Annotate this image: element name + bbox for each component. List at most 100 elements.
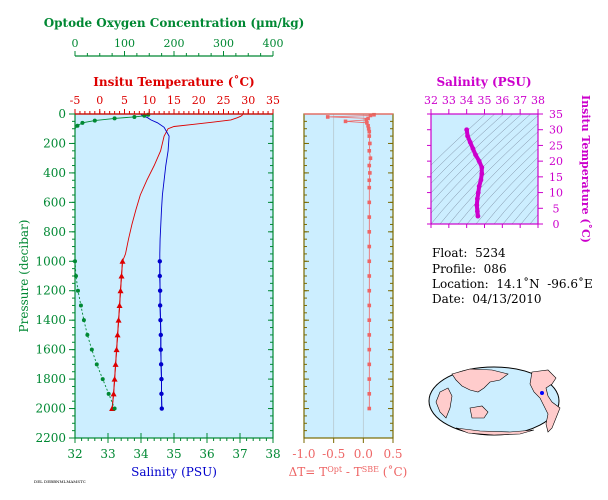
ts-density-contour bbox=[431, 114, 532, 214]
oxygen-tick-label: 200 bbox=[164, 37, 185, 50]
delta-marker bbox=[367, 274, 372, 278]
salinity-marker bbox=[157, 303, 163, 308]
salinity-tick-label: 37 bbox=[232, 447, 247, 461]
pressure-axis-title: Pressure (decibar) bbox=[17, 220, 31, 333]
ts-density-contour bbox=[511, 193, 538, 224]
delta-tick-label: -0.5 bbox=[322, 447, 345, 461]
temperature-marker bbox=[119, 258, 126, 264]
ts-marker bbox=[475, 190, 481, 195]
pressure-tick-label: 2000 bbox=[35, 402, 66, 416]
delta-marker bbox=[367, 178, 372, 183]
temperature-tick-label: 35 bbox=[266, 94, 280, 107]
ts-salinity-tick-label: 36 bbox=[495, 94, 509, 107]
pressure-axis-ticks: 0 200 400 600 800 1000 1200 1400 1600 1800 2000 220… bbox=[35, 107, 273, 445]
temperature-marker bbox=[112, 361, 119, 367]
salinity-tick-label: 38 bbox=[265, 447, 280, 461]
delta-marker bbox=[367, 134, 372, 138]
temperature-axis-title: Insitu Temperature (˚C) bbox=[93, 74, 254, 89]
delta-plot-area bbox=[304, 114, 393, 438]
temperature-tick-label: 5 bbox=[121, 94, 128, 107]
date-value: 04/13/2010 bbox=[472, 292, 542, 306]
pressure-tick-label: 400 bbox=[43, 166, 66, 180]
temperature-tick-label: 30 bbox=[241, 94, 255, 107]
location-label: Location: bbox=[432, 277, 489, 291]
location-value: 14.1˚N -96.6˚E bbox=[496, 277, 593, 291]
delta-marker bbox=[367, 230, 372, 234]
oxygen-tick-label: 300 bbox=[213, 37, 234, 50]
ts-density-contour bbox=[439, 123, 538, 224]
ts-marker bbox=[479, 165, 485, 170]
delta-series bbox=[325, 112, 376, 411]
oxygen-marker bbox=[132, 114, 137, 119]
temperature-marker bbox=[118, 273, 125, 279]
salinity-marker bbox=[158, 362, 164, 367]
salinity-marker bbox=[159, 376, 164, 382]
float-location-marker bbox=[540, 391, 544, 395]
delta-marker bbox=[367, 259, 372, 264]
oxygen-marker bbox=[100, 377, 105, 382]
delta-marker bbox=[367, 347, 372, 352]
info-date: Date: 04/13/2010 bbox=[432, 292, 542, 306]
ts-density-contour bbox=[520, 203, 538, 224]
ts-marker bbox=[473, 152, 478, 158]
delta-marker bbox=[367, 200, 372, 205]
ts-temperature-title: Insitu Temperature (˚C) bbox=[579, 95, 592, 243]
date-label: Date: bbox=[432, 292, 465, 306]
ts-density-contour bbox=[431, 114, 487, 166]
salinity-tick-label: 32 bbox=[67, 447, 82, 461]
ts-marker bbox=[467, 139, 473, 145]
oxygen-marker bbox=[75, 123, 80, 128]
salinity-marker bbox=[158, 317, 163, 323]
map-australia bbox=[469, 405, 489, 419]
salinity-tick-label: 35 bbox=[166, 447, 181, 461]
ts-density-contour bbox=[502, 183, 538, 224]
delta-marker bbox=[367, 333, 372, 337]
delta-marker bbox=[367, 377, 372, 381]
delta-marker bbox=[366, 123, 370, 128]
float-value: 5234 bbox=[475, 246, 506, 260]
temperature-tick-label: 15 bbox=[167, 94, 181, 107]
delta-tick-label: 0.0 bbox=[354, 447, 373, 461]
oxygen-axis-ticks: 0 100 200 300 400 bbox=[72, 37, 284, 56]
delta-marker bbox=[367, 288, 372, 293]
delta-marker bbox=[367, 303, 372, 308]
delta-marker bbox=[367, 318, 372, 322]
ts-density-contour bbox=[475, 156, 538, 224]
temperature-tick-label: 10 bbox=[142, 94, 156, 107]
delta-tick-label: 0.5 bbox=[383, 447, 402, 461]
delta-marker bbox=[372, 112, 376, 117]
oxygen-marker bbox=[85, 332, 90, 337]
ts-temperature-tick-label: 5 bbox=[553, 202, 560, 215]
ts-temperature-tick-label: 20 bbox=[549, 155, 563, 168]
map-eurasia bbox=[451, 368, 509, 393]
profile-label: Profile: bbox=[432, 262, 477, 276]
temperature-marker bbox=[113, 346, 120, 353]
temperature-tick-label: 0 bbox=[96, 94, 103, 107]
ts-salinity-tick-label: 33 bbox=[442, 94, 456, 107]
oxygen-marker bbox=[78, 303, 83, 308]
delta-marker bbox=[367, 129, 372, 134]
ts-density-contour bbox=[448, 131, 538, 224]
temperature-marker bbox=[110, 390, 117, 397]
pressure-tick-label: 2200 bbox=[35, 431, 66, 445]
oxygen-deep-line bbox=[74, 261, 116, 409]
delta-marker bbox=[367, 392, 372, 396]
temperature-tick-label: -5 bbox=[70, 94, 81, 107]
salinity-marker bbox=[157, 259, 163, 264]
delta-tick-label: -1.0 bbox=[292, 447, 315, 461]
ts-salinity-title: Salinity (PSU) bbox=[436, 75, 531, 89]
float-label: Float: bbox=[432, 246, 468, 260]
oxygen-marker bbox=[112, 116, 117, 121]
temperature-marker bbox=[115, 317, 122, 323]
oxygen-marker bbox=[80, 120, 85, 125]
ts-marker bbox=[464, 127, 470, 133]
salinity-tick-label: 33 bbox=[100, 447, 115, 461]
ts-salinity-tick-label: 34 bbox=[460, 94, 474, 107]
oxygen-tick-label: 0 bbox=[72, 37, 79, 50]
salinity-tick-label: 36 bbox=[199, 447, 214, 461]
pressure-tick-label: 1800 bbox=[35, 372, 66, 386]
ts-salinity-tick-label: 35 bbox=[478, 94, 492, 107]
oxygen-tick-label: 100 bbox=[114, 37, 135, 50]
ts-density-contour bbox=[431, 114, 523, 204]
